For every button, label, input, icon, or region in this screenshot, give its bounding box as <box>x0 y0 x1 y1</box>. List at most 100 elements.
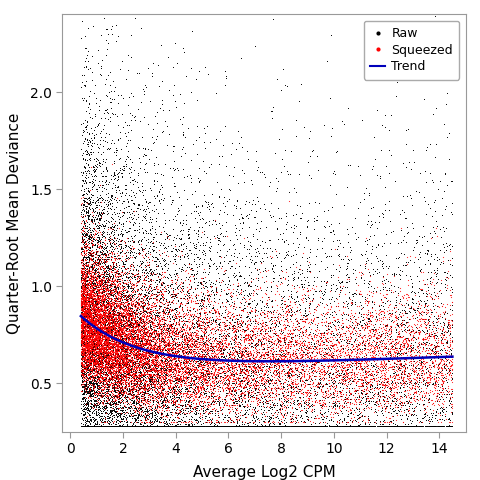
Point <box>149 396 157 403</box>
Point <box>446 362 454 370</box>
Point <box>129 406 137 414</box>
Point <box>200 422 207 430</box>
Point <box>77 315 85 323</box>
Point <box>130 301 137 309</box>
Point <box>141 412 148 420</box>
Point <box>132 339 140 347</box>
Point <box>310 273 318 280</box>
Point <box>85 254 93 262</box>
Point <box>396 346 404 353</box>
Point <box>161 359 168 366</box>
Point <box>165 349 172 357</box>
Point <box>86 305 94 312</box>
Point <box>299 270 306 277</box>
Point <box>400 250 408 257</box>
Point <box>439 308 447 316</box>
Point <box>209 260 217 267</box>
Point <box>88 422 96 430</box>
Point <box>79 299 86 306</box>
Point <box>288 422 296 430</box>
Point <box>246 379 254 386</box>
Point <box>130 248 138 256</box>
Point <box>85 264 93 271</box>
Point <box>97 378 105 385</box>
Point <box>375 212 383 220</box>
Point <box>322 374 330 382</box>
Point <box>96 159 103 167</box>
Point <box>116 277 123 285</box>
Point <box>144 399 152 407</box>
Point <box>254 320 262 328</box>
Point <box>116 296 124 304</box>
Point <box>116 362 124 370</box>
Point <box>168 328 176 336</box>
Point <box>138 403 146 411</box>
Point <box>288 317 295 325</box>
Point <box>440 357 447 365</box>
Point <box>78 265 86 273</box>
Point <box>133 301 141 309</box>
Point <box>237 389 245 397</box>
Point <box>341 371 348 379</box>
Point <box>250 381 257 388</box>
Point <box>448 403 456 410</box>
Point <box>113 303 120 311</box>
Point <box>244 282 252 289</box>
Point <box>81 255 89 263</box>
Point <box>258 322 265 330</box>
Point <box>141 214 149 222</box>
Point <box>212 397 219 405</box>
Point <box>81 352 89 360</box>
Point <box>81 232 88 240</box>
Point <box>96 326 103 334</box>
Point <box>147 420 155 428</box>
Point <box>161 330 168 338</box>
Point <box>155 342 162 349</box>
Point <box>127 361 134 369</box>
Point <box>115 378 122 386</box>
Point <box>117 377 125 385</box>
Point <box>110 263 118 270</box>
Point <box>121 348 129 355</box>
Point <box>418 422 426 430</box>
Point <box>89 286 96 294</box>
Point <box>104 366 111 373</box>
Point <box>135 345 143 352</box>
Point <box>108 203 116 210</box>
Point <box>171 422 179 430</box>
Point <box>99 366 107 373</box>
Point <box>165 346 172 353</box>
Point <box>356 332 363 339</box>
Point <box>254 337 262 345</box>
Point <box>126 404 133 412</box>
Point <box>240 419 248 426</box>
Point <box>122 340 130 348</box>
Point <box>81 296 88 304</box>
Point <box>407 341 414 348</box>
Point <box>77 372 85 380</box>
Point <box>356 330 363 338</box>
Point <box>193 310 201 317</box>
Point <box>95 252 103 260</box>
Point <box>388 422 396 430</box>
Point <box>144 332 152 339</box>
Point <box>309 383 317 390</box>
Point <box>112 240 120 247</box>
Point <box>123 318 131 326</box>
Point <box>127 312 135 319</box>
Point <box>108 375 116 383</box>
Point <box>177 252 184 260</box>
Point <box>302 312 310 320</box>
Point <box>144 366 152 374</box>
Point <box>103 255 110 263</box>
Point <box>159 360 167 368</box>
Point <box>402 261 410 269</box>
Point <box>247 176 255 184</box>
Point <box>161 337 168 345</box>
Point <box>114 341 122 349</box>
Point <box>109 362 117 370</box>
Point <box>123 422 131 430</box>
Point <box>237 422 244 430</box>
Point <box>171 385 179 393</box>
Point <box>363 294 371 302</box>
